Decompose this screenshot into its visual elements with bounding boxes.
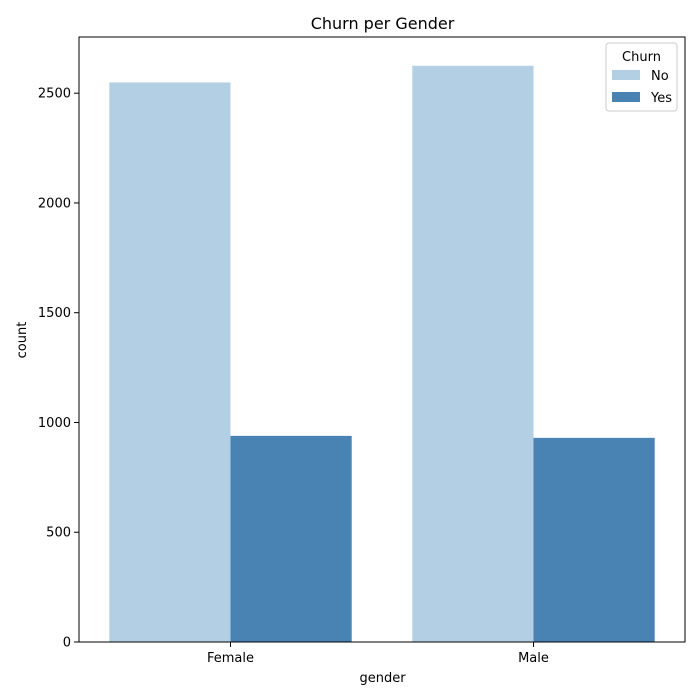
y-tick-label: 2500 [38,87,71,102]
legend-title: Churn [622,50,661,65]
y-axis-label: count [15,322,30,359]
legend-label-no: No [651,69,669,84]
bar-female-yes [230,435,352,642]
y-tick-label: 0 [63,636,71,651]
bars-layer [109,65,655,642]
y-tick-label: 1000 [38,416,71,431]
chart-title: Churn per Gender [311,14,455,33]
x-axis-label: gender [359,671,406,686]
y-tick-label: 1500 [38,306,71,321]
plot-frame [78,36,686,643]
axes-layer: Female Male 0 500 1000 1500 2000 2500 [38,36,686,666]
x-tick-label-male: Male [518,651,549,666]
bar-female-no [109,82,231,642]
legend: Churn No Yes [605,42,678,112]
x-tick-label-female: Female [207,651,254,666]
legend-label-yes: Yes [650,91,672,106]
bar-male-yes [533,437,655,642]
y-tick-label: 500 [46,526,71,541]
legend-swatch-no [612,70,640,80]
legend-entries: No Yes [612,69,672,106]
legend-swatch-yes [612,92,640,102]
bar-male-no [412,65,534,642]
y-tick-label: 2000 [38,196,71,211]
